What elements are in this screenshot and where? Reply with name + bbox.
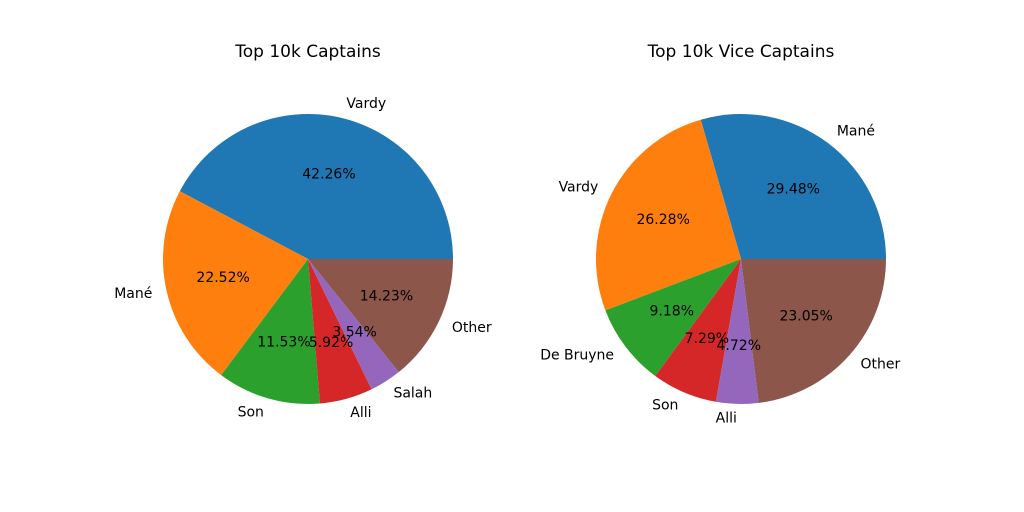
pct-label-mane: 29.48% (767, 181, 820, 197)
pie-slice-other (308, 259, 453, 373)
slice-label-other: Other (452, 320, 492, 336)
slice-label-mane: Mané (837, 124, 875, 140)
slice-label-vardy: Vardy (559, 180, 599, 196)
pie-slices (162, 113, 453, 405)
slice-label-son: Son (238, 404, 264, 420)
pct-label-mane: 22.52% (196, 270, 249, 286)
pct-label-salah: 3.54% (332, 324, 376, 340)
pie-slice-de-bruyne (605, 259, 741, 376)
chart-title: Top 10k Captains (234, 42, 381, 62)
slice-label-alli: Alli (716, 410, 737, 426)
pie-slice-mane (700, 114, 886, 259)
pct-label-alli: 5.92% (309, 335, 353, 351)
pct-label-son: 7.29% (685, 331, 729, 347)
pie-slice-salah (308, 259, 399, 390)
pct-label-de-bruyne: 9.18% (650, 304, 694, 320)
slice-label-mane: Mané (114, 286, 152, 302)
chart-title: Top 10k Vice Captains (647, 42, 835, 62)
pie-labels: Mané 29.48% Vardy 26.28% De Bruyne 9.18% Son 7.… (540, 124, 900, 427)
pie-labels: Vardy 42.26% Mané 22.52% Son 11.53% Alli 5.92% S… (114, 96, 492, 421)
pie-chart-captains: Top 10k Captains Vardy 42.26% Mané 22.52% So… (114, 42, 492, 421)
pie-slice-alli (715, 259, 759, 404)
pct-label-alli: 4.72% (717, 338, 761, 354)
pct-label-vardy: 26.28% (636, 212, 689, 228)
pie-slice-alli (308, 259, 372, 404)
pct-label-other: 14.23% (360, 289, 413, 305)
pie-slice-son (221, 259, 320, 405)
pie-chart-vice-captains: Top 10k Vice Captains Mané 29.48% Vardy 26.… (540, 42, 900, 426)
pct-label-vardy: 42.26% (302, 167, 355, 183)
pie-slice-son (655, 259, 741, 402)
slice-label-son: Son (652, 398, 678, 414)
pie-slice-mane (162, 191, 308, 376)
pct-label-other: 23.05% (779, 309, 832, 325)
slice-label-vardy: Vardy (346, 96, 386, 112)
slice-label-de-bruyne: De Bruyne (540, 348, 614, 364)
slice-label-alli: Alli (350, 405, 371, 421)
slice-label-salah: Salah (393, 386, 432, 402)
pct-label-son: 11.53% (257, 335, 310, 351)
slice-label-other: Other (860, 357, 900, 373)
pie-slice-vardy (595, 119, 741, 311)
pie-slices (595, 114, 886, 404)
pie-slice-vardy (179, 113, 453, 259)
pie-slice-other (741, 259, 886, 403)
